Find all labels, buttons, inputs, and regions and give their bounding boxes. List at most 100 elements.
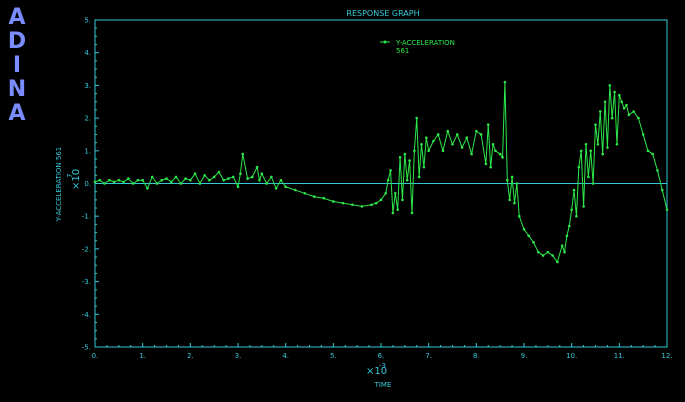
legend-marker bbox=[383, 40, 387, 44]
data-point bbox=[227, 177, 230, 180]
logo-letter: D bbox=[7, 29, 27, 54]
data-point bbox=[193, 172, 197, 175]
x-multiplier-exponent: -3 bbox=[379, 362, 386, 370]
data-point bbox=[546, 250, 550, 254]
data-point bbox=[394, 192, 397, 195]
data-point bbox=[270, 175, 273, 179]
data-point bbox=[103, 182, 106, 185]
y-axis-ticks: 5. 4. 3. 2. 1. 0. -1. -2. -3. -4. -5. bbox=[82, 17, 99, 352]
data-point bbox=[656, 169, 659, 172]
x-tick-label: 6. bbox=[378, 352, 385, 360]
y-axis-label: Y-ACCELERATION 561 bbox=[55, 147, 63, 223]
data-point bbox=[417, 175, 421, 179]
data-point bbox=[332, 200, 335, 203]
data-point bbox=[165, 177, 168, 180]
data-point bbox=[410, 211, 414, 215]
x-tick-label: 5. bbox=[330, 352, 337, 360]
data-point bbox=[491, 142, 495, 146]
data-point bbox=[632, 110, 635, 113]
data-point bbox=[565, 234, 569, 238]
data-point bbox=[470, 152, 473, 156]
data-point bbox=[217, 170, 221, 174]
x-axis-title: ×10 -3 TIME bbox=[366, 362, 391, 389]
series-line bbox=[94, 82, 668, 264]
data-point bbox=[155, 182, 159, 185]
data-point bbox=[577, 165, 581, 169]
data-point bbox=[579, 149, 583, 153]
data-point bbox=[665, 208, 669, 211]
y-multiplier-exponent: 7 bbox=[66, 174, 74, 178]
data-point bbox=[424, 136, 428, 140]
data-point bbox=[403, 152, 407, 156]
data-point bbox=[112, 180, 116, 184]
data-point bbox=[303, 192, 307, 195]
data-point bbox=[601, 152, 604, 156]
data-point bbox=[608, 84, 612, 87]
x-tick-label: 12. bbox=[661, 352, 672, 360]
data-point bbox=[446, 129, 450, 133]
data-point bbox=[465, 136, 469, 140]
data-point bbox=[620, 100, 624, 104]
data-point bbox=[391, 211, 395, 215]
data-point bbox=[637, 116, 640, 120]
y-tick-label: -1. bbox=[82, 213, 91, 221]
legend-series-label: Y-ACCELERATION 561 bbox=[395, 39, 455, 55]
data-point bbox=[567, 224, 571, 228]
x-tick-label: 4. bbox=[282, 352, 289, 360]
data-point bbox=[622, 106, 626, 110]
x-tick-label: 9. bbox=[521, 352, 528, 360]
data-point bbox=[405, 178, 409, 182]
data-point bbox=[513, 201, 516, 205]
data-point bbox=[606, 146, 609, 149]
data-point bbox=[570, 208, 573, 211]
data-point bbox=[203, 174, 206, 177]
data-point bbox=[515, 182, 519, 185]
data-point bbox=[532, 241, 535, 244]
data-point bbox=[460, 146, 464, 149]
logo-letter: A bbox=[8, 5, 26, 30]
data-point bbox=[136, 178, 140, 182]
x-multiplier: ×10 bbox=[366, 366, 387, 377]
y-tick-label: -4. bbox=[82, 311, 91, 319]
x-axis-label: TIME bbox=[374, 381, 392, 389]
x-tick-label: 7. bbox=[425, 352, 432, 360]
y-tick-label: 1. bbox=[84, 147, 91, 155]
data-point bbox=[279, 178, 283, 182]
data-point bbox=[587, 175, 590, 179]
y-tick-label: -3. bbox=[82, 278, 91, 286]
data-point bbox=[374, 201, 378, 205]
data-point bbox=[312, 195, 316, 198]
data-point bbox=[379, 198, 383, 202]
data-point bbox=[258, 178, 261, 182]
data-point bbox=[274, 187, 278, 190]
data-point bbox=[108, 178, 111, 182]
data-point bbox=[341, 201, 345, 205]
data-point bbox=[150, 175, 154, 179]
data-point bbox=[413, 149, 416, 153]
data-point bbox=[160, 178, 164, 182]
data-point bbox=[441, 149, 445, 153]
data-point bbox=[415, 116, 419, 120]
data-point bbox=[475, 129, 478, 133]
data-point bbox=[498, 152, 502, 156]
data-point bbox=[436, 133, 440, 136]
y-tick-label: -5. bbox=[82, 344, 91, 352]
data-point bbox=[370, 203, 373, 207]
logo-letter: N bbox=[7, 77, 27, 102]
data-point bbox=[255, 165, 259, 169]
series-y-acceleration bbox=[93, 80, 669, 264]
data-point bbox=[189, 178, 192, 182]
x-tick-label: 0. bbox=[92, 352, 99, 360]
data-point bbox=[584, 142, 588, 146]
data-point bbox=[222, 178, 225, 182]
data-point bbox=[610, 116, 614, 120]
x-tick-label: 2. bbox=[187, 352, 194, 360]
data-point bbox=[489, 165, 492, 169]
y-tick-label: 0. bbox=[84, 180, 91, 188]
data-point bbox=[141, 178, 144, 182]
data-point bbox=[420, 142, 423, 146]
y-tick-label: 5. bbox=[84, 17, 91, 25]
x-tick-label: 8. bbox=[473, 352, 480, 360]
